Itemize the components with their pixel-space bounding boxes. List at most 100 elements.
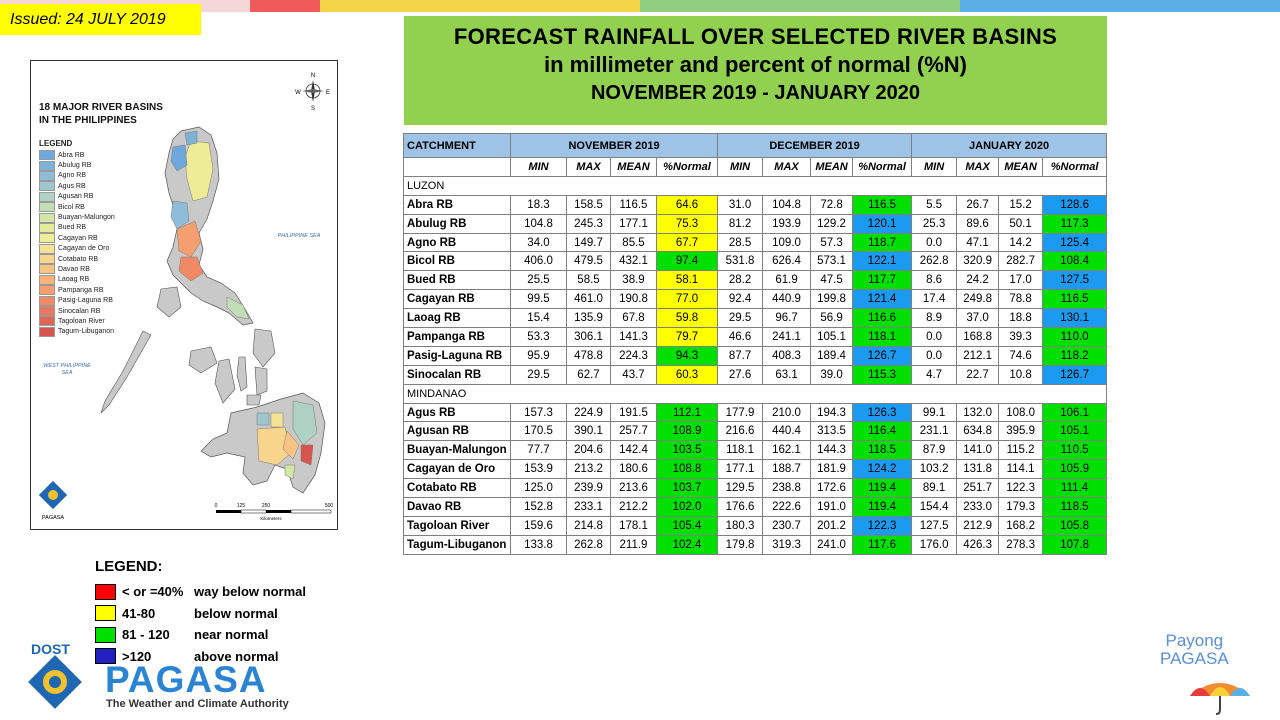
value-cell: 89.6 xyxy=(956,213,1000,234)
value-cell: 319.3 xyxy=(762,534,812,555)
legend-color-box xyxy=(95,626,116,643)
table-row: Cotabato RB 125.0 239.9 213.6 103.7 129.5 238.… xyxy=(403,478,1108,499)
value-cell: 479.5 xyxy=(566,251,611,272)
value-cell: 282.7 xyxy=(998,251,1044,272)
value-cell: 72.8 xyxy=(810,194,854,215)
catchment-name: Bued RB xyxy=(403,270,511,291)
value-cell: 15.2 xyxy=(998,194,1044,215)
percent-normal-cell: 108.8 xyxy=(655,459,719,480)
table-header-months: CATCHMENT NOVEMBER 2019 DECEMBER 2019 JANUA… xyxy=(403,133,1108,158)
map-legend-label: Bicol RB xyxy=(58,203,85,211)
value-cell: 87.7 xyxy=(717,345,764,366)
map-legend-label: Laoag RB xyxy=(58,276,90,284)
value-cell: 141.0 xyxy=(956,440,1000,461)
value-cell: 170.5 xyxy=(510,421,567,442)
value-cell: 168.2 xyxy=(998,515,1044,536)
value-cell: 406.0 xyxy=(510,251,567,272)
header-stat: MAX xyxy=(566,157,611,177)
value-cell: 176.0 xyxy=(911,534,958,555)
payong-pagasa-logo: Payong PAGASA xyxy=(1160,632,1229,668)
scale-tick-0: 0 xyxy=(215,503,218,509)
value-cell: 224.3 xyxy=(610,345,657,366)
percent-normal-cell: 126.7 xyxy=(1042,364,1108,385)
percent-normal-cell: 119.4 xyxy=(852,478,913,499)
percent-normal-cell: 94.3 xyxy=(655,345,719,366)
pagasa-wordmark: PAGASA xyxy=(105,659,267,700)
map-legend-item: Laoag RB xyxy=(39,274,115,285)
percent-normal-cell: 60.3 xyxy=(655,364,719,385)
legend-desc: above normal xyxy=(194,648,279,664)
percent-normal-cell: 103.7 xyxy=(655,478,719,499)
percent-normal-cell: 118.5 xyxy=(852,440,913,461)
map-legend-swatch xyxy=(39,212,55,223)
percent-normal-cell: 116.6 xyxy=(852,308,913,329)
table-row: Agus RB 157.3 224.9 191.5 112.1 177.9 210.0 194… xyxy=(403,402,1108,423)
value-cell: 99.5 xyxy=(510,289,567,310)
dost-label: DOST xyxy=(31,641,70,657)
percent-normal-cell: 116.5 xyxy=(852,194,913,215)
value-cell: 158.5 xyxy=(566,194,611,215)
sea-label-west-line1: WEST PHILIPPINE xyxy=(43,363,91,369)
value-cell: 38.9 xyxy=(610,270,657,291)
percent-normal-cell: 125.4 xyxy=(1042,232,1108,253)
header-stat: MAX xyxy=(762,157,812,177)
percent-normal-cell: 120.1 xyxy=(852,213,913,234)
forecast-table: CATCHMENT NOVEMBER 2019 DECEMBER 2019 JANUA… xyxy=(402,133,1108,555)
value-cell: 129.5 xyxy=(717,478,764,499)
compass-n: N xyxy=(311,73,315,79)
map-legend-swatch xyxy=(39,274,55,285)
header-stat: %Normal xyxy=(852,157,913,177)
table-row: Pampanga RB 53.3 306.1 141.3 79.7 46.6 241.1 10… xyxy=(403,327,1108,347)
value-cell: 114.1 xyxy=(998,459,1044,480)
value-cell: 18.8 xyxy=(998,308,1044,329)
value-cell: 531.8 xyxy=(717,251,764,272)
percent-normal-cell: 103.5 xyxy=(655,440,719,461)
catchment-name: Tagoloan River xyxy=(403,515,511,536)
scale-tick-2: 250 xyxy=(262,503,271,509)
value-cell: 408.3 xyxy=(762,345,812,366)
table-row: Laoag RB 15.4 135.9 67.8 59.8 29.5 96.7 56.9 116… xyxy=(403,308,1108,329)
map-legend-label: Pampanga RB xyxy=(58,286,104,294)
value-cell: 191.5 xyxy=(610,402,657,423)
table-row: Cagayan RB 99.5 461.0 190.8 77.0 92.4 440.9 199… xyxy=(403,289,1108,310)
value-cell: 390.1 xyxy=(566,421,611,442)
value-cell: 4.7 xyxy=(911,364,958,385)
value-cell: 239.9 xyxy=(566,478,611,499)
map-legend-swatch xyxy=(39,233,55,244)
percent-normal-cell: 115.3 xyxy=(852,364,913,385)
map-legend-label: Agno RB xyxy=(58,172,87,180)
value-cell: 211.9 xyxy=(610,534,657,555)
value-cell: 178.1 xyxy=(610,515,657,536)
value-cell: 0.0 xyxy=(911,345,958,366)
value-cell: 15.4 xyxy=(510,308,567,329)
value-cell: 216.6 xyxy=(717,421,764,442)
catchment-name: Agno RB xyxy=(403,232,511,253)
percent-normal-cell: 122.1 xyxy=(852,251,913,272)
map-legend-swatch xyxy=(39,306,55,317)
value-cell: 133.8 xyxy=(510,534,567,555)
value-cell: 180.3 xyxy=(717,515,764,536)
value-cell: 193.9 xyxy=(762,213,812,234)
percent-normal-cell: 64.6 xyxy=(655,194,719,215)
value-cell: 262.8 xyxy=(911,251,958,272)
percent-normal-cell: 117.6 xyxy=(852,534,913,555)
value-cell: 626.4 xyxy=(762,251,812,272)
percent-normal-cell: 126.3 xyxy=(852,402,913,423)
percent-normal-cell: 59.8 xyxy=(655,308,719,329)
scale-tick-3: 500 xyxy=(325,503,334,509)
samar-island xyxy=(252,328,276,368)
value-cell: 320.9 xyxy=(956,251,1000,272)
percent-normal-cell: 108.9 xyxy=(655,421,719,442)
value-cell: 440.9 xyxy=(762,289,812,310)
percent-normal-cell: 105.4 xyxy=(655,515,719,536)
map-title-line-1: 18 MAJOR RIVER BASINS xyxy=(39,102,163,113)
cotabato-basin xyxy=(256,426,292,466)
percent-normal-cell: 79.7 xyxy=(655,327,719,347)
percent-normal-cell: 124.2 xyxy=(852,459,913,480)
title-line-2: in millimeter and percent of normal (%N) xyxy=(544,52,967,77)
value-cell: 313.5 xyxy=(810,421,854,442)
issued-date: Issued: 24 JULY 2019 xyxy=(0,4,201,35)
value-cell: 199.8 xyxy=(810,289,854,310)
value-cell: 18.3 xyxy=(510,194,567,215)
percent-normal-cell: 118.7 xyxy=(852,232,913,253)
